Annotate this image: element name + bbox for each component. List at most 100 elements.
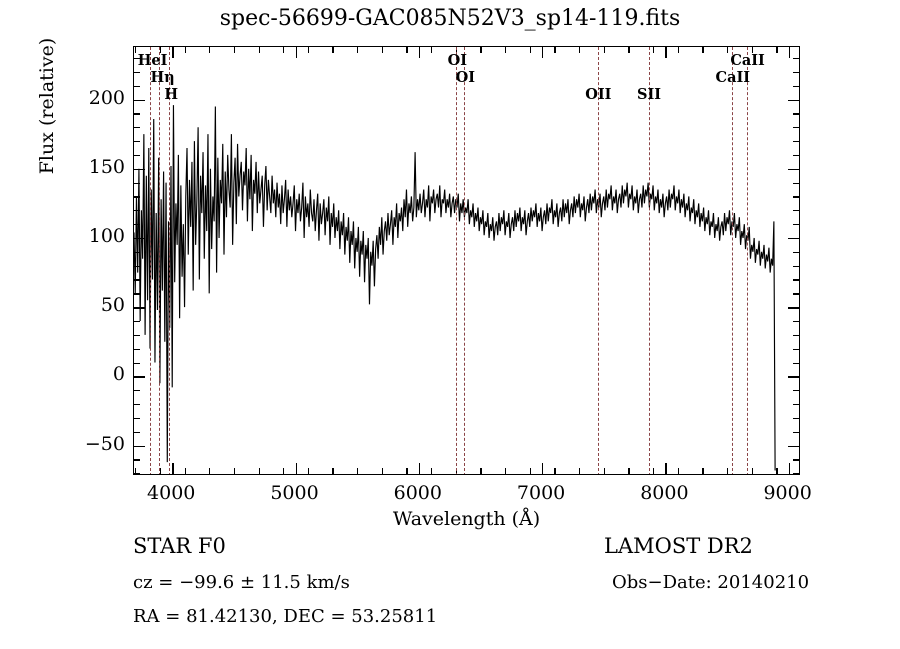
spectral-line-label: H	[164, 86, 179, 103]
tick-mark	[134, 210, 140, 212]
tick-mark	[793, 182, 799, 184]
tick-mark	[542, 463, 544, 474]
spectral-line-marker	[158, 47, 160, 474]
tick-mark	[628, 468, 630, 474]
tick-mark	[295, 463, 297, 474]
tick-mark	[480, 47, 482, 53]
footer-coords: RA = 81.42130, DEC = 53.25811	[133, 606, 438, 627]
tick-mark	[793, 141, 799, 143]
tick-mark	[406, 468, 408, 474]
tick-mark	[776, 468, 778, 474]
tick-mark	[418, 47, 421, 58]
tick-mark	[665, 463, 667, 474]
tick-mark	[628, 47, 630, 53]
tick-mark	[727, 47, 729, 53]
tick-mark	[793, 85, 799, 87]
tick-mark	[357, 47, 359, 53]
tick-mark	[776, 47, 778, 53]
x-axis-label: Wavelength (Å)	[392, 508, 541, 530]
tick-mark	[603, 468, 605, 474]
tick-mark	[793, 321, 799, 323]
page-title: spec-56699-GAC085N52V3_sp14-119.fits	[219, 6, 681, 31]
tick-mark	[665, 47, 667, 58]
tick-mark	[793, 224, 799, 226]
tick-mark	[134, 237, 145, 240]
tick-mark	[307, 468, 310, 474]
tick-mark	[579, 47, 581, 53]
tick-mark	[505, 47, 507, 53]
tick-mark	[788, 307, 799, 309]
tick-mark	[505, 468, 507, 474]
tick-mark	[793, 459, 799, 461]
tick-mark	[134, 141, 140, 143]
tick-mark	[134, 293, 140, 295]
tick-mark	[793, 210, 799, 212]
tick-mark	[134, 168, 145, 171]
tick-mark	[134, 459, 140, 461]
x-tick-label: 5000	[270, 482, 319, 504]
tick-mark	[554, 468, 556, 474]
plot-clip	[134, 47, 799, 474]
tick-mark	[134, 85, 140, 87]
tick-mark	[134, 58, 140, 60]
tick-mark	[793, 279, 799, 281]
tick-mark	[788, 463, 791, 474]
tick-mark	[727, 468, 729, 474]
y-axis-label-wrap: Flux (relative)	[36, 38, 72, 475]
spectral-line-label: OI	[447, 52, 467, 69]
tick-mark	[702, 47, 704, 53]
spectral-line-label: CaII	[715, 69, 751, 86]
tick-mark	[542, 47, 544, 58]
tick-mark	[406, 47, 408, 53]
x-tick-label: 4000	[147, 482, 196, 504]
tick-mark	[134, 362, 140, 364]
y-tick-label: 200	[88, 86, 125, 109]
tick-mark	[134, 376, 145, 378]
tick-mark	[653, 47, 655, 53]
tick-mark	[209, 468, 211, 474]
spectrum-plot	[133, 46, 800, 475]
spectral-line-label: Hη	[150, 69, 175, 86]
tick-mark	[793, 251, 799, 253]
tick-mark	[258, 468, 260, 474]
tick-mark	[134, 390, 140, 392]
spectral-line-label: SII	[637, 86, 662, 103]
tick-mark	[381, 47, 383, 53]
tick-mark	[134, 182, 140, 184]
tick-mark	[134, 404, 140, 406]
tick-mark	[431, 47, 433, 53]
tick-mark	[793, 58, 799, 60]
tick-mark	[134, 348, 140, 350]
tick-mark	[677, 47, 679, 53]
tick-mark	[788, 47, 791, 58]
y-tick-label: −50	[84, 432, 125, 455]
footer-cz: cz = −99.6 ± 11.5 km/s	[133, 572, 350, 593]
tick-mark	[332, 468, 334, 474]
tick-mark	[134, 224, 140, 226]
tick-mark	[134, 154, 140, 157]
tick-mark	[134, 473, 140, 474]
tick-mark	[134, 321, 140, 323]
tick-mark	[793, 113, 799, 115]
x-tick-label: 9000	[763, 482, 812, 504]
tick-mark	[381, 468, 383, 474]
tick-mark	[134, 279, 140, 281]
tick-mark	[793, 154, 799, 157]
tick-mark	[653, 468, 655, 474]
tick-mark	[793, 473, 799, 474]
tick-mark	[172, 463, 174, 474]
tick-mark	[793, 404, 799, 406]
tick-mark	[233, 468, 236, 474]
tick-mark	[793, 265, 799, 267]
tick-mark	[134, 127, 140, 129]
tick-mark	[172, 47, 174, 58]
tick-mark	[135, 468, 137, 474]
tick-mark	[258, 47, 260, 53]
tick-mark	[159, 47, 162, 53]
tick-mark	[677, 468, 679, 474]
footer-object-class: STAR F0	[133, 534, 226, 558]
spectral-line-label: OII	[585, 86, 612, 103]
tick-mark	[702, 468, 704, 474]
tick-mark	[793, 362, 799, 364]
tick-mark	[788, 168, 799, 171]
